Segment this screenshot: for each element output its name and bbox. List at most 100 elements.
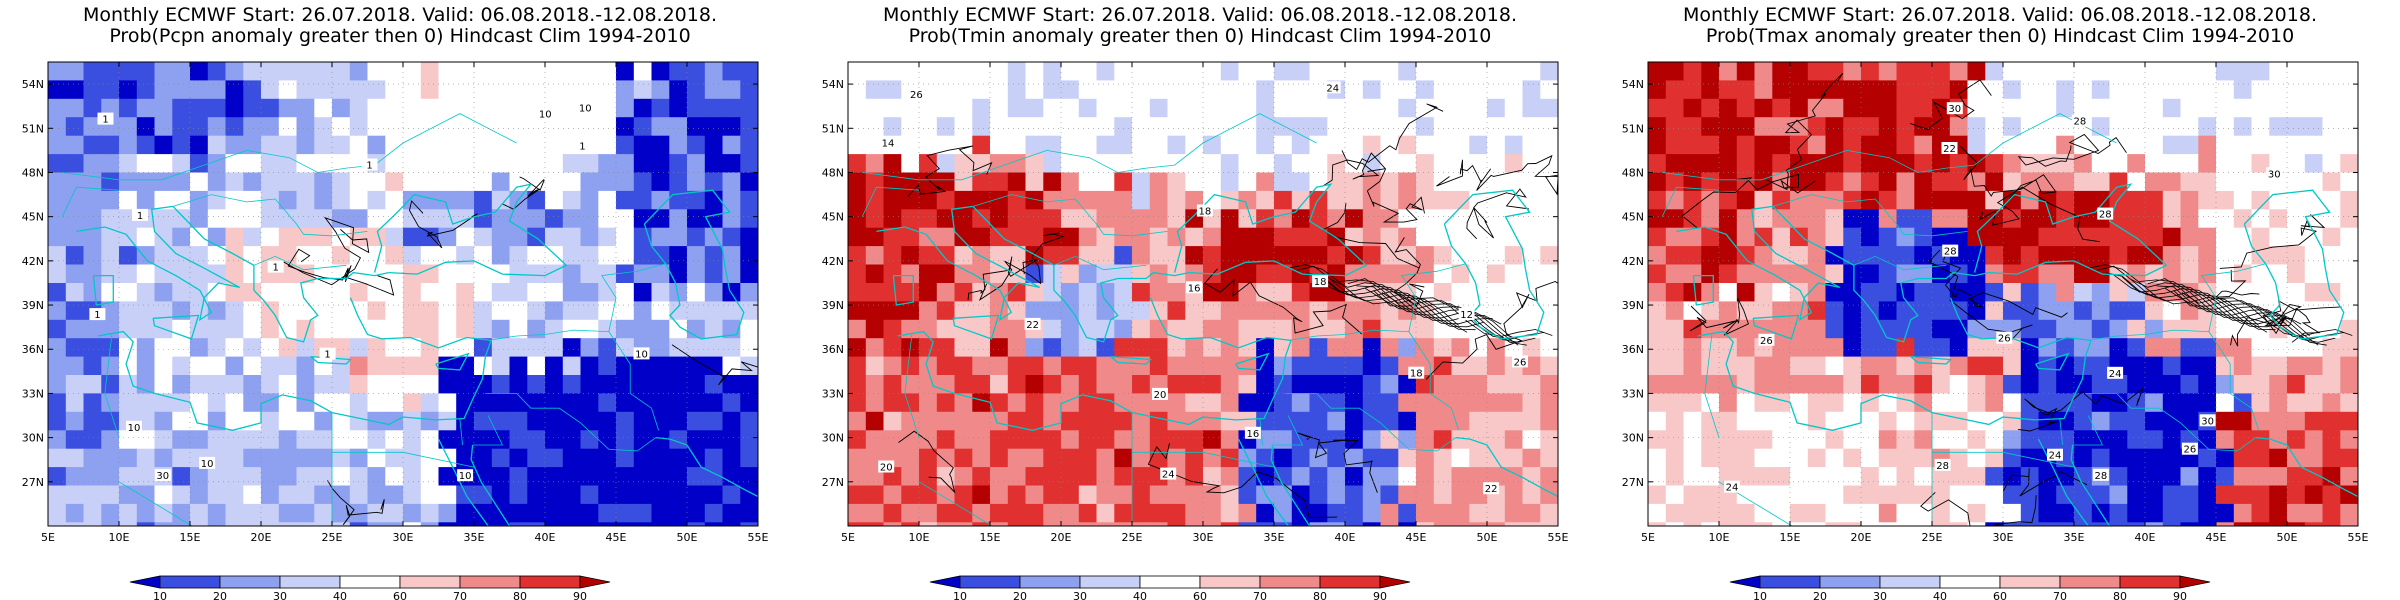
- contour-label-box: [361, 158, 378, 171]
- colorbar-label: 30: [1873, 590, 1887, 600]
- colorbar-segment: [2059, 575, 2121, 589]
- coastline: [1676, 205, 1841, 322]
- contour-label: 26: [1760, 336, 1773, 347]
- contour-label-box: [2047, 448, 2063, 461]
- contour-label: 10: [128, 423, 141, 434]
- country-border: [172, 194, 368, 237]
- lon-label: 40E: [1335, 531, 1356, 544]
- contour-line: [1681, 173, 1816, 229]
- country-border: [485, 393, 657, 452]
- contour-label: 28: [2099, 210, 2112, 221]
- lon-label: 45E: [606, 531, 627, 544]
- country-border: [1285, 393, 1457, 452]
- contour-line: [2219, 214, 2326, 269]
- lon-label: 15E: [180, 531, 201, 544]
- coastline: [152, 314, 200, 340]
- colorbar-label: 10: [1753, 590, 1767, 600]
- contour-line: [2262, 300, 2342, 335]
- colorbar-label: 10: [153, 590, 167, 600]
- coastline: [92, 274, 114, 306]
- contour-line: [1910, 79, 1992, 131]
- lon-label: 25E: [1122, 531, 1143, 544]
- lat-label: 30N: [1622, 432, 1644, 445]
- contour-label: 28: [2095, 471, 2108, 482]
- contour-label-box: [319, 347, 336, 360]
- lon-label: 10E: [909, 531, 930, 544]
- contour-line: [282, 216, 370, 286]
- country-border: [2072, 415, 2104, 446]
- country-border: [904, 334, 920, 438]
- contour-label-box: [132, 208, 148, 221]
- colorbar-segment: [219, 575, 281, 589]
- lon-label: 20E: [1851, 531, 1872, 544]
- lon-label: 10E: [109, 531, 130, 544]
- contour-label: 22: [1943, 144, 1956, 155]
- contour-label: 30: [156, 471, 169, 482]
- country-border: [1853, 255, 1947, 271]
- contour-label: 12: [1460, 310, 1473, 321]
- colorbar-label: 60: [1193, 590, 1207, 600]
- contour-label-box: [154, 469, 171, 482]
- coastline: [876, 205, 1041, 322]
- lon-label: 30E: [393, 531, 414, 544]
- contour-line: [1920, 491, 2037, 526]
- contour-label: 10: [201, 459, 214, 470]
- contour-line: [1425, 281, 1558, 380]
- contour-label-box: [2071, 114, 2088, 127]
- colorbar-label: 20: [1813, 590, 1827, 600]
- country-border: [459, 418, 463, 446]
- country-border: [472, 415, 504, 446]
- contour-label: 28: [2074, 117, 2087, 128]
- probability-field: 18 16 16 18 14 12 20 22 24 26 22 24 26 20 18: [848, 62, 1558, 526]
- contour-label: 26: [910, 90, 923, 101]
- contour-label: 18: [1410, 369, 1423, 380]
- lat-label: 48N: [822, 166, 844, 179]
- country-border: [2088, 263, 2266, 341]
- contour-line: [1339, 279, 1510, 337]
- contour-label: 18: [1314, 277, 1327, 288]
- map-panel-pcpn: Monthly ECMWF Start: 26.07.2018. Valid: …: [22, 4, 769, 600]
- lat-label: 54N: [1622, 78, 1644, 91]
- lon-label: 40E: [2135, 531, 2156, 544]
- contour-label-box: [1758, 333, 1775, 346]
- colorbar-label: 20: [213, 590, 227, 600]
- colorbar-arrow-left: [929, 575, 961, 589]
- contour-line: [2147, 278, 2319, 346]
- contour-label-box: [1408, 366, 1425, 379]
- lat-label: 51N: [1622, 122, 1644, 135]
- colorbar: 10 20 30 40 60 70 80 90: [1729, 575, 2211, 600]
- contour-label-box: [1724, 480, 1740, 493]
- colorbar-label: 70: [453, 590, 467, 600]
- contour-label-box: [2092, 468, 2109, 481]
- contour-line: [898, 430, 956, 494]
- lon-label: 30E: [1993, 531, 2014, 544]
- lon-label: 15E: [1780, 531, 1801, 544]
- lon-label: 5E: [1641, 531, 1655, 544]
- lon-label: 10E: [1709, 531, 1730, 544]
- contour-label-box: [1512, 355, 1528, 368]
- colorbar-segment: [1259, 575, 1321, 589]
- map-panel-tmax: Monthly ECMWF Start: 26.07.2018. Valid: …: [1622, 4, 2369, 600]
- lon-label: 45E: [1406, 531, 1427, 544]
- contour-line: [2105, 272, 2276, 331]
- country-border: [1661, 186, 1720, 217]
- contour-label-box: [457, 469, 474, 482]
- contour-line: [2130, 278, 2302, 325]
- contour-label: 30: [2268, 169, 2281, 180]
- contour-line: [2018, 387, 2144, 432]
- panel-title-line2: Prob(Tmax anomaly greater then 0) Hindca…: [1706, 25, 2294, 47]
- contour-line: [2139, 279, 2310, 337]
- contour-label-box: [1941, 142, 1958, 154]
- country-border: [1259, 418, 1263, 446]
- lat-label: 33N: [1622, 387, 1644, 400]
- probability-field: 24 26 28 30 28 26 22 24 26 28 30 28 24 28 30: [1648, 62, 2358, 526]
- lon-label: 25E: [1922, 531, 1943, 544]
- colorbar: 10 20 30 40 60 70 80 90: [129, 575, 611, 600]
- contour-label: 10: [579, 104, 592, 115]
- colorbar-segment: [959, 575, 1021, 589]
- lat-label: 39N: [822, 299, 844, 312]
- colorbar-arrow-left: [129, 575, 161, 589]
- lat-label: 30N: [822, 432, 844, 445]
- lon-label: 15E: [980, 531, 1001, 544]
- colorbar: 10 20 30 40 60 70 80 90: [929, 575, 1411, 600]
